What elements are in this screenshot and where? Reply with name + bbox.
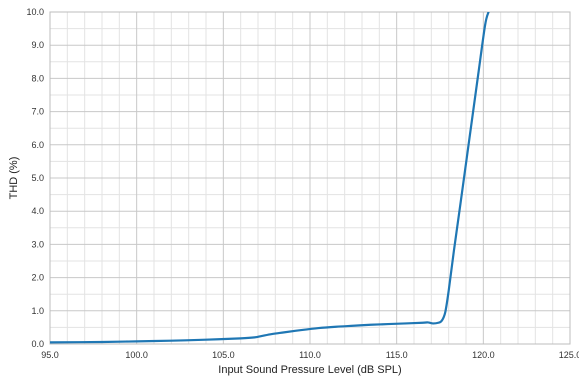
- y-tick-label: 10.0: [26, 7, 44, 17]
- y-axis-title: THD (%): [8, 157, 20, 200]
- x-axis-title: Input Sound Pressure Level (dB SPL): [218, 364, 401, 376]
- y-tick-label: 5.0: [31, 173, 44, 183]
- y-tick-label: 2.0: [31, 273, 44, 283]
- y-tick-label: 0.0: [31, 339, 44, 349]
- y-tick-label: 9.0: [31, 40, 44, 50]
- y-tick-label: 1.0: [31, 306, 44, 316]
- x-tick-label: 105.0: [212, 350, 235, 360]
- x-tick-label: 125.0: [559, 350, 579, 360]
- y-tick-label: 3.0: [31, 239, 44, 249]
- y-axis-tick-labels: 0.0 1.0 2.0 3.0 4.0 5.0 6.0 7.0 8.0 9.0 10.0: [26, 7, 44, 349]
- y-tick-label: 8.0: [31, 73, 44, 83]
- y-tick-label: 6.0: [31, 140, 44, 150]
- x-axis-tick-labels: 95.0 100.0 105.0 110.0 115.0 120.0 125.0: [41, 350, 579, 360]
- y-tick-label: 7.0: [31, 107, 44, 117]
- x-tick-label: 110.0: [299, 350, 321, 360]
- x-tick-label: 95.0: [41, 350, 59, 360]
- x-tick-label: 115.0: [386, 350, 408, 360]
- y-tick-label: 4.0: [31, 206, 44, 216]
- x-tick-label: 100.0: [125, 350, 148, 360]
- x-tick-label: 120.0: [472, 350, 495, 360]
